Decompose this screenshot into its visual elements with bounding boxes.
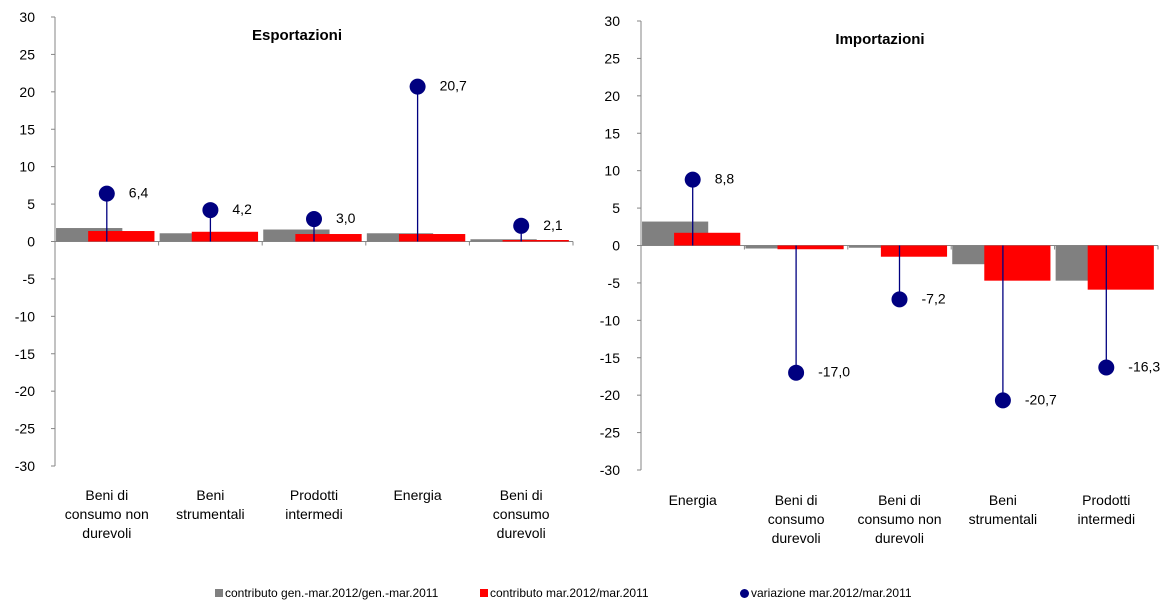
- exports-variation-label: 4,2: [232, 201, 252, 217]
- exports-category-label: consumo non: [65, 506, 149, 522]
- exports-category-label: Beni di: [500, 487, 543, 503]
- imports-variation-point: [788, 364, 805, 381]
- exports-variation-label: 3,0: [336, 210, 356, 226]
- exports-y-tick-label: 15: [19, 121, 35, 137]
- imports-bar-monthly: [880, 245, 948, 257]
- imports-y-tick-label: 0: [612, 238, 620, 254]
- exports-category-label: Beni: [196, 487, 224, 503]
- imports-variation-label: -16,3: [1128, 358, 1160, 374]
- legend-label-monthly: contributo mar.2012/mar.2011: [490, 586, 649, 600]
- imports-category-label: durevoli: [772, 530, 821, 546]
- imports-variation-label: -20,7: [1025, 391, 1057, 407]
- exports-variation-point: [98, 185, 115, 202]
- exports-bar-monthly: [398, 234, 466, 242]
- imports-variation-label: -7,2: [922, 290, 946, 306]
- exports-y-tick-label: 20: [19, 84, 35, 100]
- imports-bar-monthly: [777, 245, 844, 250]
- exports-category-label: durevoli: [497, 525, 546, 541]
- exports-category-label: Prodotti: [290, 487, 338, 503]
- imports-category-label: Prodotti: [1082, 492, 1130, 508]
- imports-y-tick-label: -30: [600, 462, 620, 478]
- legend-item-cumulative: contributo gen.-mar.2012/gen.-mar.2011: [215, 586, 438, 600]
- imports-y-tick-label: 10: [604, 163, 620, 179]
- legend-swatch-cumulative: [215, 589, 223, 597]
- imports-y-tick-label: -5: [608, 275, 621, 291]
- charts-svg: 30 25 20 15 10 5 0 -5 -10 -15 -20 -25 -30 Esportazion…: [15, 9, 1161, 546]
- exports-y-tick-label: 5: [27, 196, 35, 212]
- exports-bar-monthly: [88, 231, 155, 242]
- exports-category-label: Beni di: [85, 487, 128, 503]
- imports-bar-monthly: [984, 245, 1051, 281]
- imports-variation-point: [1098, 359, 1115, 376]
- exports-y-tick-label: -20: [15, 383, 35, 399]
- imports-y-tick-label: -25: [600, 425, 620, 441]
- legend-label-cumulative: contributo gen.-mar.2012/gen.-mar.2011: [225, 586, 439, 600]
- exports-y-tick-label: 10: [19, 159, 35, 175]
- exports-y-tick-label: -15: [15, 346, 35, 362]
- exports-category-label: Energia: [393, 487, 441, 503]
- legend: contributo gen.-mar.2012/gen.-mar.2011 c…: [0, 586, 1176, 602]
- imports-category-label: Beni di: [878, 492, 921, 508]
- imports-category-label: Energia: [669, 492, 717, 508]
- exports-variation-label: 2,1: [543, 217, 563, 233]
- imports-y-tick-label: 20: [604, 88, 620, 104]
- imports-category-label: strumentali: [969, 511, 1037, 527]
- exports-category-label: durevoli: [82, 525, 131, 541]
- imports-title: Importazioni: [835, 31, 924, 48]
- legend-swatch-monthly: [480, 589, 488, 597]
- imports-bar-monthly: [674, 232, 741, 246]
- legend-item-monthly: contributo mar.2012/mar.2011: [480, 586, 649, 600]
- exports-variation-point: [409, 78, 426, 95]
- imports-category-label: consumo: [768, 511, 825, 527]
- imports-y-tick-label: -15: [600, 350, 620, 366]
- imports-y-tick-label: -10: [600, 312, 620, 328]
- imports-category-label: Beni di: [775, 492, 818, 508]
- imports-variation-label: -17,0: [818, 364, 850, 380]
- exports-title: Esportazioni: [252, 27, 342, 44]
- legend-item-variation: variazione mar.2012/mar.2011: [740, 586, 912, 600]
- exports-bar-monthly: [502, 240, 569, 242]
- imports-category-label: consumo non: [857, 511, 941, 527]
- imports-variation-label: 8,8: [715, 171, 735, 187]
- imports-variation-point: [994, 392, 1011, 409]
- imports-bar-monthly: [1087, 245, 1154, 290]
- legend-dot-variation: [740, 588, 749, 598]
- exports-y-tick-label: 0: [27, 234, 35, 250]
- exports-variation-label: 6,4: [129, 185, 149, 201]
- exports-category-label: intermedi: [285, 506, 343, 522]
- imports-y-tick-label: 15: [604, 125, 620, 141]
- imports-y-tick-label: 30: [604, 13, 620, 29]
- exports-variation-point: [306, 211, 322, 228]
- imports-category-label: intermedi: [1078, 511, 1136, 527]
- exports-y-tick-label: -25: [15, 421, 35, 437]
- exports-category-label: consumo: [493, 506, 550, 522]
- exports-y-tick-label: 30: [19, 9, 35, 25]
- imports-y-tick-label: -20: [600, 387, 620, 403]
- imports-y-tick-label: 25: [604, 50, 620, 66]
- exports-variation-point: [513, 217, 530, 234]
- imports-y-tick-label: 5: [612, 200, 620, 216]
- imports-category-label: durevoli: [875, 530, 924, 546]
- imports-variation-point: [891, 291, 908, 308]
- imports-category-label: Beni: [989, 492, 1017, 508]
- exports-variation-point: [202, 202, 219, 219]
- exports-y-tick-label: 25: [19, 46, 35, 62]
- exports-y-tick-label: -10: [15, 308, 35, 324]
- exports-y-tick-label: -30: [15, 458, 35, 474]
- exports-bar-monthly: [295, 234, 362, 242]
- exports-y-tick-label: -5: [23, 271, 36, 287]
- exports-category-label: strumentali: [176, 506, 244, 522]
- exports-bar-monthly: [191, 231, 259, 242]
- imports-variation-point: [684, 171, 701, 188]
- legend-label-variation: variazione mar.2012/mar.2011: [751, 586, 912, 600]
- exports-variation-label: 20,7: [440, 78, 467, 94]
